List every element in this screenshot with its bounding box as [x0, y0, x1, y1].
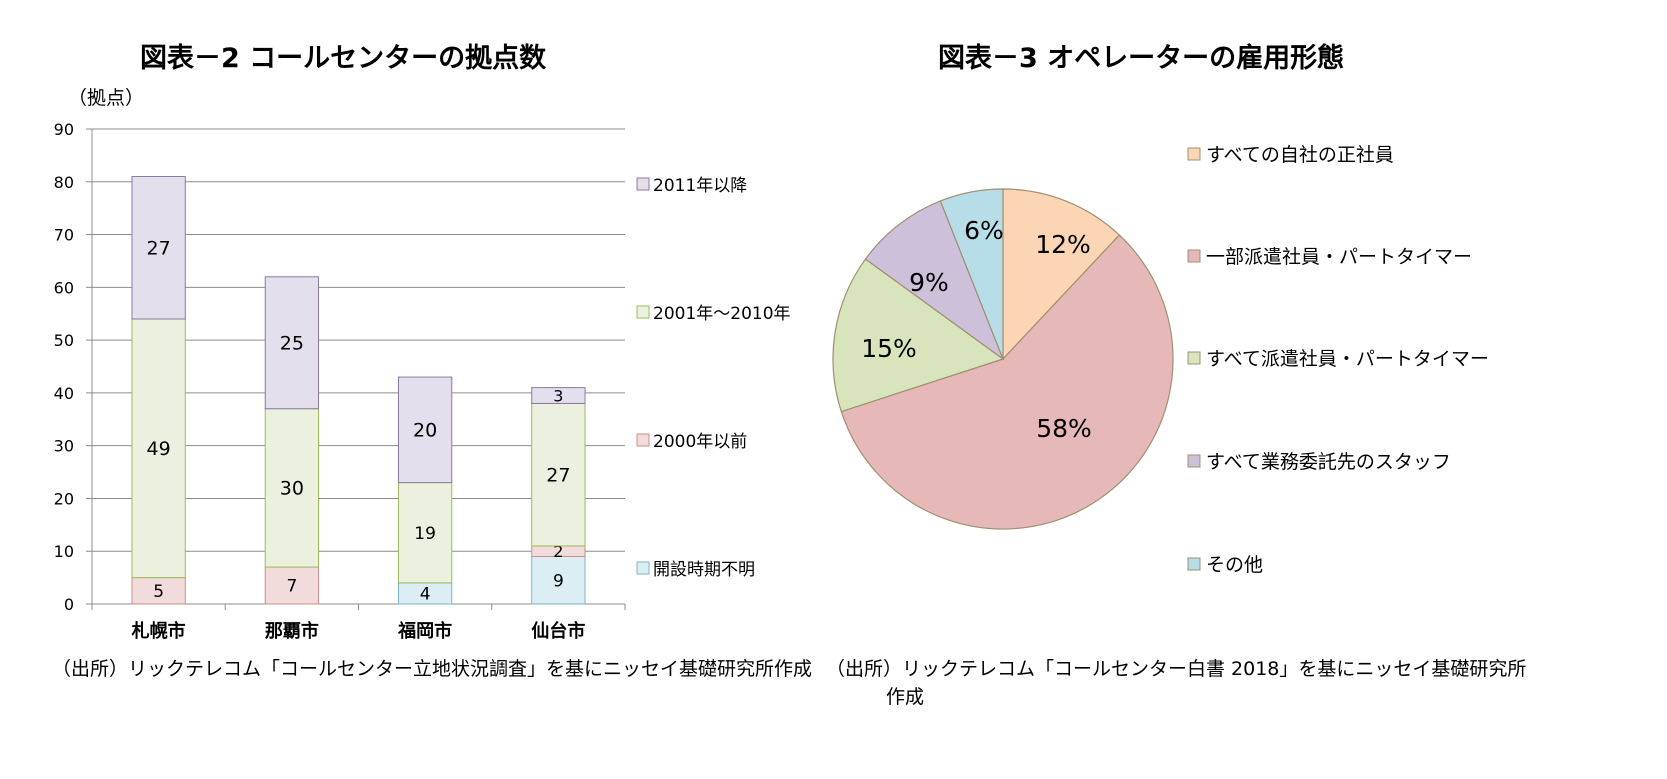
legend-swatch [636, 433, 650, 447]
data-label: 20 [413, 420, 437, 442]
bar-chart-source: （出所）リックテレコム「コールセンター立地状況調査」を基にニッセイ基礎研究所作成 [52, 658, 813, 680]
legend-swatch [1187, 454, 1201, 468]
pie-slice [864, 200, 1005, 361]
data-label: 49 [147, 438, 171, 460]
bar-segment [131, 318, 186, 579]
data-label: 27 [546, 465, 570, 487]
pie-slice [840, 234, 1174, 530]
data-label: 4 [420, 585, 431, 605]
bar-segment [531, 556, 586, 605]
y-tick-label: 10 [54, 542, 74, 561]
y-tick-label: 30 [54, 437, 74, 456]
bar-segment [131, 176, 186, 320]
pie-slice [1002, 188, 1121, 361]
legend-label: すべて派遣社員・パートタイマー [1206, 348, 1489, 370]
y-tick-label: 80 [54, 173, 74, 192]
x-tick-label: 那覇市 [265, 620, 319, 642]
x-tick-label: 福岡市 [397, 620, 452, 642]
bar-segment [264, 408, 320, 568]
data-label: 3 [553, 386, 563, 405]
legend-label: 2000年以前 [653, 432, 747, 452]
legend-swatch [1187, 147, 1201, 161]
y-tick-label: 90 [54, 120, 74, 139]
data-label: 9 [553, 571, 564, 591]
legend-swatch [636, 561, 650, 575]
pie-data-label: 9% [909, 268, 949, 297]
pie-chart-title: 図表－3 オペレーターの雇用形態 [938, 43, 1345, 74]
data-label: 27 [147, 238, 171, 260]
data-label: 30 [280, 478, 304, 500]
data-label: 25 [280, 333, 304, 355]
legend-label: すべて業務委託先のスタッフ [1206, 451, 1451, 473]
legend-swatch [636, 305, 650, 319]
legend-swatch [1187, 351, 1201, 365]
pie-chart-source: （出所）リックテレコム「コールセンター白書 2018」を基にニッセイ基礎研究所 [826, 658, 1527, 680]
legend-label: 2001年～2010年 [653, 304, 791, 324]
bar-segment [397, 376, 453, 484]
legend-swatch [636, 177, 650, 191]
data-label: 2 [553, 542, 563, 561]
data-label: 5 [153, 582, 164, 602]
bar-segment [531, 402, 586, 547]
y-axis-label: （拠点） [68, 87, 144, 109]
bar-segment [264, 276, 320, 410]
pie-slice [939, 188, 1004, 360]
bar-chart-title: 図表－2 コールセンターの拠点数 [140, 43, 547, 74]
pie-data-label: 15% [861, 334, 917, 363]
bar-segment [131, 577, 186, 605]
x-tick-label: 札幌市 [131, 620, 186, 642]
data-label: 19 [414, 524, 436, 544]
y-tick-label: 40 [54, 384, 74, 403]
bar-segment [531, 387, 586, 404]
pie-data-label: 58% [1036, 414, 1092, 443]
pie-data-label: 12% [1035, 230, 1091, 259]
y-tick-label: 60 [54, 278, 74, 297]
legend-swatch [1187, 249, 1201, 263]
x-tick-label: 仙台市 [531, 620, 585, 642]
y-tick-label: 20 [54, 489, 74, 508]
bar-segment [397, 482, 453, 584]
data-label: 7 [286, 577, 297, 597]
y-tick-label: 0 [64, 595, 74, 614]
pie-chart-source-continued: 作成 [886, 686, 925, 708]
legend-swatch [1187, 557, 1201, 571]
legend-label: 一部派遣社員・パートタイマー [1206, 246, 1472, 268]
pie-data-label: 6% [964, 216, 1004, 245]
legend-label: 開設時期不明 [653, 560, 755, 580]
y-tick-label: 50 [54, 331, 74, 350]
legend-label: すべての自社の正社員 [1206, 144, 1394, 166]
legend-label: 2011年以降 [653, 176, 747, 196]
pie-slice [832, 258, 1005, 413]
legend-label: その他 [1206, 554, 1263, 576]
y-tick-label: 70 [54, 226, 74, 245]
